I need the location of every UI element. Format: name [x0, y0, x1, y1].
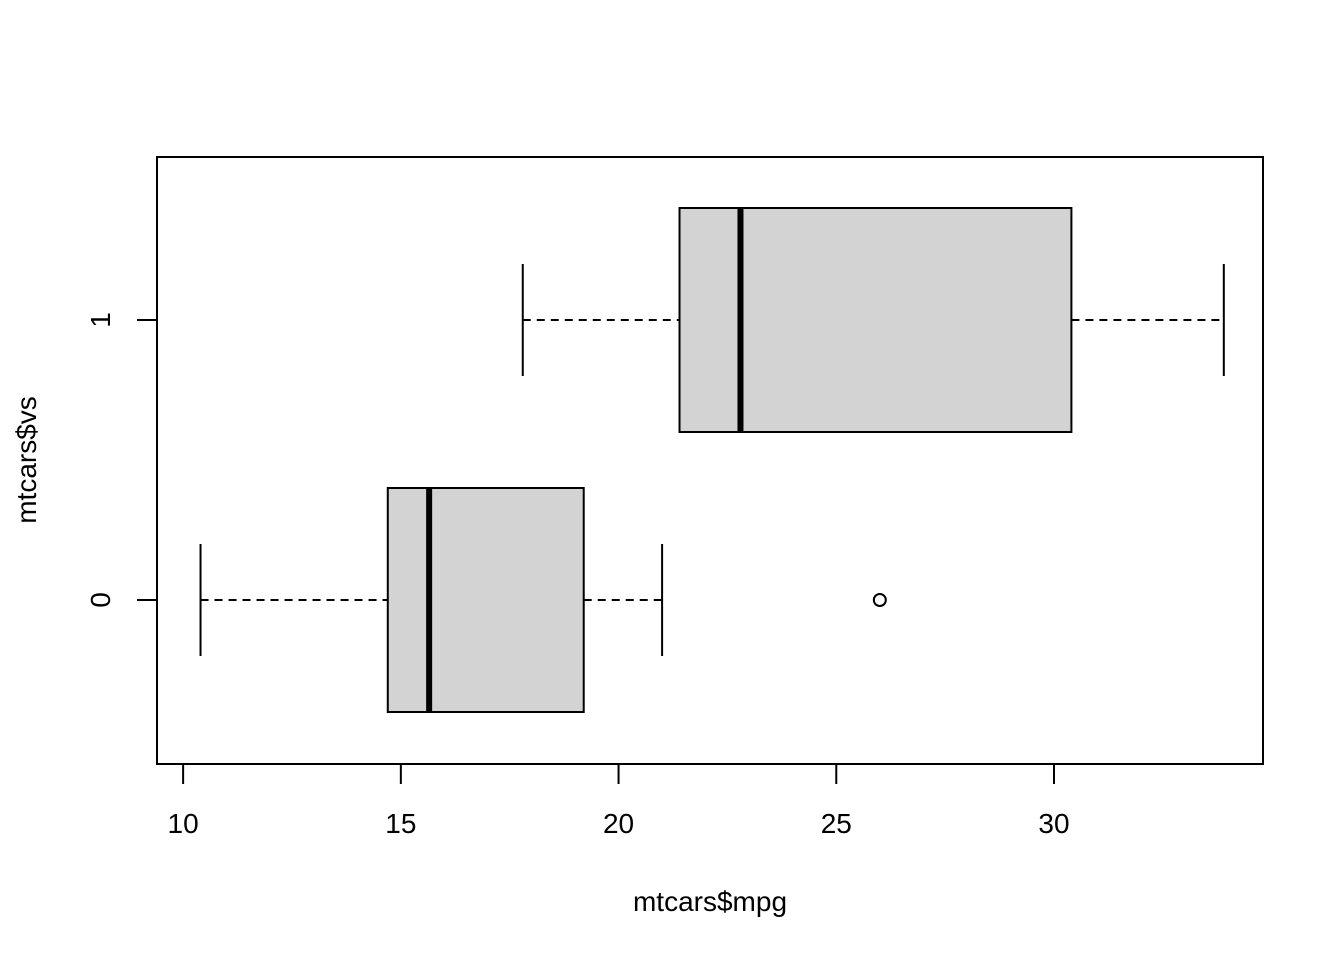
box-group-layer [199, 207, 1225, 713]
x-tick-label-10: 10 [168, 808, 199, 839]
x-tick-label-20: 20 [603, 808, 634, 839]
box-group-1 [521, 207, 1225, 433]
y-tick-label-0: 0 [85, 592, 116, 608]
y-tick-label-1: 1 [85, 312, 116, 328]
y-axis-title: mtcars$vs [11, 396, 42, 524]
y-axis: 01 [85, 312, 158, 608]
box-1 [678, 207, 1073, 433]
x-tick-label-25: 25 [821, 808, 852, 839]
x-axis: 10 15 20 25 30 [168, 763, 1070, 839]
outlier-0-0 [872, 593, 887, 607]
box-group-0 [199, 487, 887, 713]
x-tick-label-30: 30 [1038, 808, 1069, 839]
box-0 [386, 487, 585, 713]
x-tick-label-15: 15 [385, 808, 416, 839]
x-axis-title: mtcars$mpg [633, 886, 787, 917]
